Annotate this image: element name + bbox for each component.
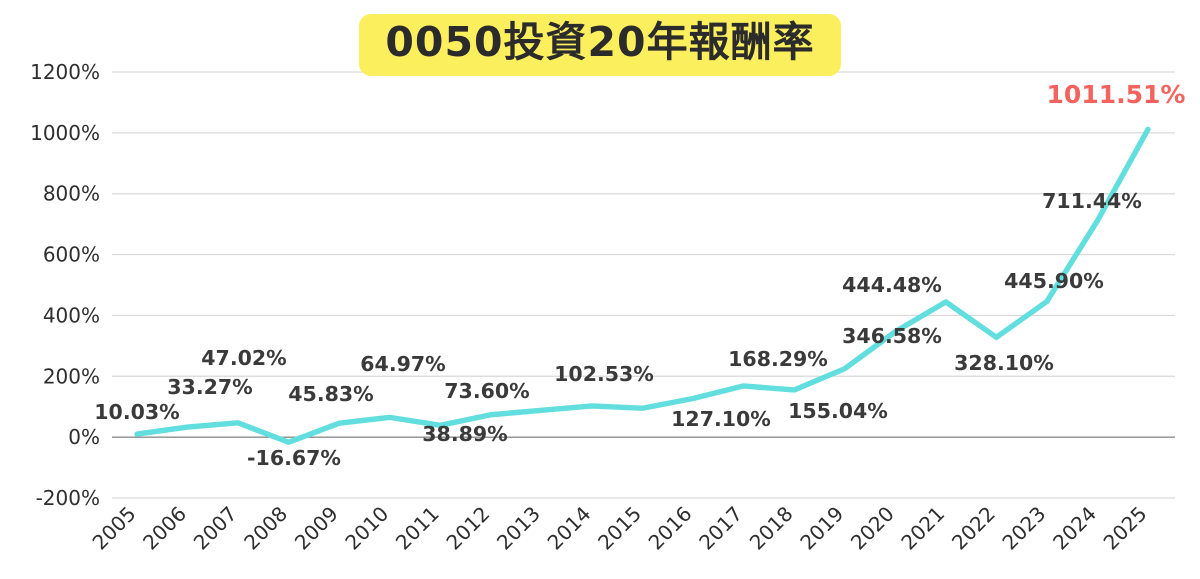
data-label: 328.10%	[954, 351, 1054, 375]
data-label: 445.90%	[1004, 269, 1104, 293]
data-label: 444.48%	[842, 273, 942, 297]
return-series-line	[134, 126, 1151, 445]
data-label: -16.67%	[247, 446, 341, 470]
data-label: 47.02%	[201, 346, 286, 370]
x-axis-tick-label: 2024	[1048, 502, 1101, 555]
x-axis-tick-label: 2014	[543, 502, 596, 555]
data-label: 10.03%	[94, 400, 179, 424]
x-axis-tick-label: 2025	[1099, 502, 1152, 555]
x-axis-tick-label: 2006	[138, 502, 191, 555]
data-label: 73.60%	[444, 379, 529, 403]
x-axis-tick-label: 2007	[189, 502, 242, 555]
x-axis-tick-label: 2021	[896, 502, 949, 555]
y-axis-tick-label: 400%	[43, 303, 100, 327]
y-axis-tick-label: 600%	[43, 243, 100, 267]
y-axis-tick-label: 800%	[43, 182, 100, 206]
data-label: 346.58%	[842, 324, 942, 348]
data-point-labels: 10.03%33.27% 47.02% -16.67% 45.83% 64.97% 38.…	[94, 80, 1185, 470]
x-axis-tick-label: 2013	[492, 502, 545, 555]
x-axis-tick-label: 2016	[644, 502, 697, 555]
y-axis-tick-label: 1000%	[30, 121, 100, 145]
data-label: 33.27%	[167, 375, 252, 399]
data-label: 102.53%	[554, 362, 654, 386]
x-axis-tick-label: 2023	[997, 502, 1050, 555]
data-label: 38.89%	[422, 422, 507, 446]
x-axis-tick-label: 2011	[391, 502, 444, 555]
x-axis-tick-labels: 2005200620072008200920102011201220132014…	[88, 502, 1152, 555]
y-axis-tick-label: 1200%	[30, 60, 100, 84]
gridlines-group	[112, 71, 1175, 499]
x-axis-tick-label: 2008	[239, 502, 292, 555]
data-label: 711.44%	[1042, 189, 1142, 213]
data-label: 45.83%	[288, 382, 373, 406]
y-axis-tick-label: -200%	[36, 486, 100, 510]
x-axis-tick-label: 2022	[947, 502, 1000, 555]
x-axis-tick-label: 2020	[846, 502, 899, 555]
x-axis-tick-label: 2018	[745, 502, 798, 555]
x-axis-tick-label: 2010	[340, 502, 393, 555]
x-axis-tick-label: 2012	[441, 502, 494, 555]
y-axis-tick-label: 200%	[43, 364, 100, 388]
x-axis-tick-label: 2019	[795, 502, 848, 555]
x-axis-tick-label: 2017	[694, 502, 747, 555]
y-axis-tick-label: 0%	[68, 425, 100, 449]
x-axis-tick-label: 2009	[290, 502, 343, 555]
data-label: 168.29%	[728, 347, 828, 371]
data-label: 127.10%	[671, 407, 771, 431]
highlight-data-label: 1011.51%	[1047, 80, 1186, 109]
x-axis-tick-label: 2015	[593, 502, 646, 555]
data-label: 155.04%	[788, 399, 888, 423]
data-label: 64.97%	[360, 352, 445, 376]
y-axis-tick-labels: 1200% 1000% 800% 600% 400% 200% 0% -200%	[30, 60, 100, 510]
